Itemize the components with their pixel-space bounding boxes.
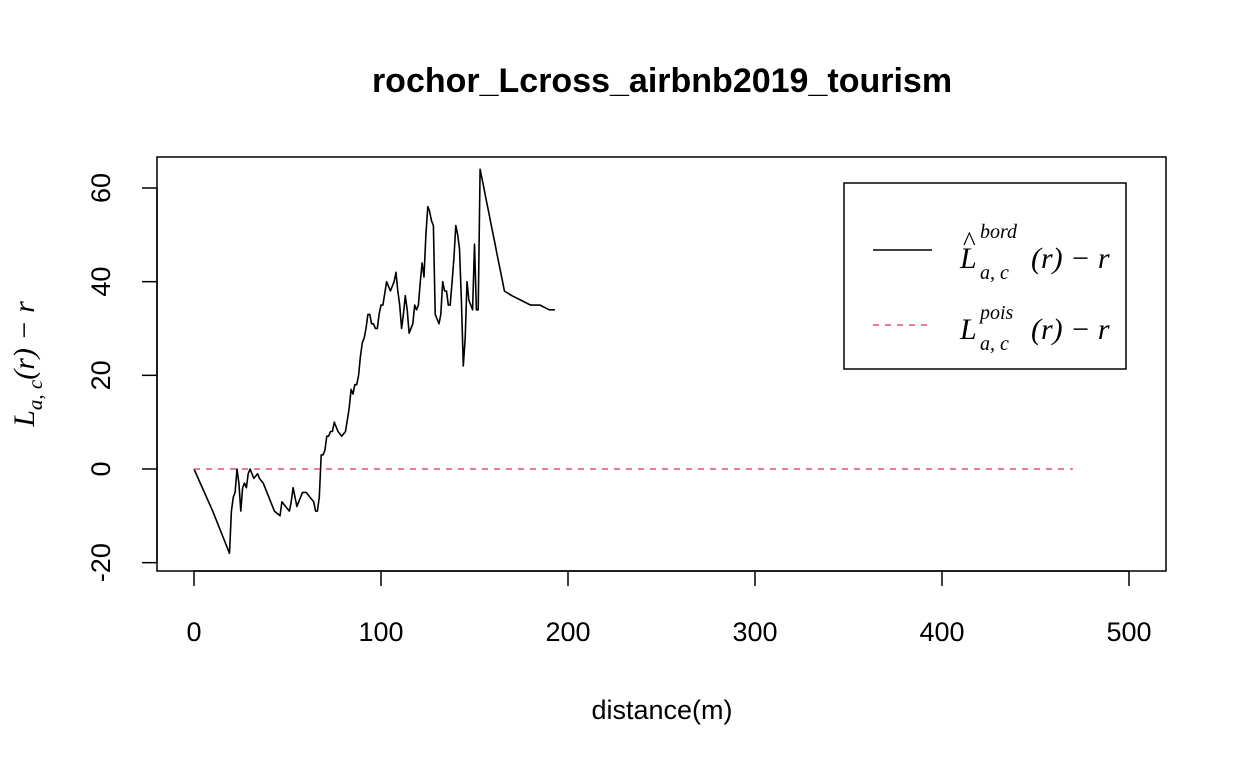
x-tick-label: 100 — [358, 617, 403, 647]
y-tick-label: 20 — [86, 360, 116, 390]
y-axis-label-tail: (r) − r — [8, 301, 41, 380]
legend-pois-sub: a, c — [980, 333, 1009, 355]
chart-title: rochor_Lcross_airbnb2019_tourism — [372, 62, 952, 100]
y-axis-label: La, c(r) − r — [8, 301, 47, 428]
x-tick-label: 500 — [1106, 617, 1151, 647]
y-tick-label: 40 — [86, 267, 116, 297]
x-tick-label: 300 — [732, 617, 777, 647]
legend-bord-hat: ^ — [963, 226, 976, 256]
x-tick-label: 400 — [919, 617, 964, 647]
legend-bord-sub: a, c — [980, 262, 1009, 284]
x-axis: 0 100 200 300 400 500 — [186, 570, 1152, 647]
legend-entry-pois: L pois a, c (r) − r — [959, 302, 1110, 355]
legend-pois-base: L — [959, 313, 977, 346]
y-axis-label-base: L — [8, 410, 41, 428]
y-tick-label: 0 — [86, 461, 116, 476]
series-layer — [193, 168, 1073, 555]
legend-bord-base: L — [959, 242, 977, 275]
legend-pois-sup: pois — [978, 302, 1014, 324]
x-axis-label: distance(m) — [591, 695, 732, 725]
y-tick-label: -20 — [86, 543, 116, 582]
legend: ^ L bord a, c (r) − r L pois a, c (r) − … — [843, 182, 1127, 370]
legend-entry-bord: ^ L bord a, c (r) − r — [959, 221, 1110, 284]
legend-pois-tail: (r) − r — [1031, 313, 1110, 346]
x-tick-label: 0 — [186, 617, 201, 647]
y-axis-label-sub: a, c — [23, 379, 47, 410]
y-axis: -20 0 20 40 60 — [86, 173, 158, 582]
legend-bord-sup: bord — [980, 221, 1018, 243]
x-tick-label: 200 — [545, 617, 590, 647]
svg-text:La, c(r) − r: La, c(r) − r — [8, 301, 47, 428]
y-tick-label: 60 — [86, 173, 116, 203]
legend-bord-tail: (r) − r — [1031, 242, 1110, 275]
series-line-bord — [193, 168, 555, 555]
legend-box — [843, 182, 1127, 370]
